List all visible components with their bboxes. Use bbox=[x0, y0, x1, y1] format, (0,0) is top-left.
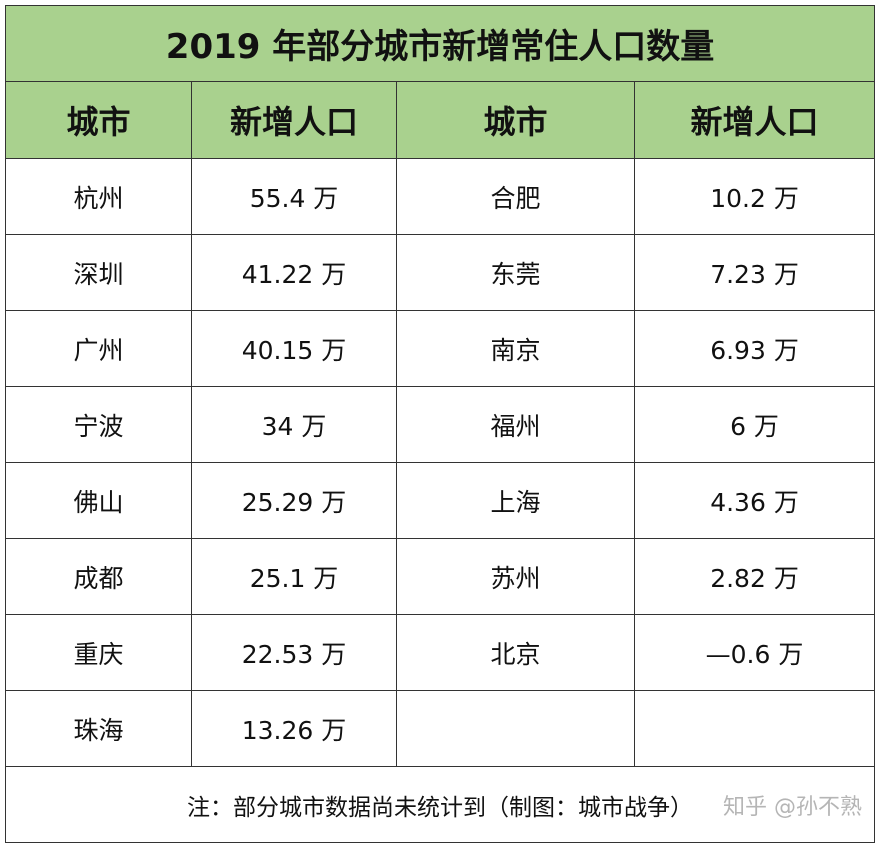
value-cell: 4.36 万 bbox=[633, 462, 876, 539]
city-cell bbox=[396, 690, 635, 767]
table-row: 深圳 41.22 万 东莞 7.23 万 bbox=[5, 234, 876, 311]
city-cell: 东莞 bbox=[396, 234, 635, 311]
column-header-city-1: 城市 bbox=[5, 81, 192, 159]
note-cell: 注：部分城市数据尚未统计到（制图：城市战争） 知乎 @孙不熟 bbox=[4, 766, 876, 843]
header-row: 城市 新增人口 城市 新增人口 bbox=[5, 81, 876, 159]
city-cell: 杭州 bbox=[5, 158, 192, 235]
table-row: 杭州 55.4 万 合肥 10.2 万 bbox=[5, 158, 876, 235]
city-cell: 宁波 bbox=[5, 386, 192, 463]
table-row: 成都 25.1 万 苏州 2.82 万 bbox=[5, 538, 876, 615]
value-cell: 34 万 bbox=[191, 386, 397, 463]
table-container: 2019 年部分城市新增常住人口数量 城市 新增人口 城市 新增人口 杭州 55… bbox=[4, 5, 876, 843]
table-row: 珠海 13.26 万 bbox=[5, 690, 876, 767]
value-cell: 7.23 万 bbox=[633, 234, 876, 311]
column-header-increase-1: 新增人口 bbox=[191, 81, 397, 159]
table-row: 佛山 25.29 万 上海 4.36 万 bbox=[5, 462, 876, 539]
city-cell: 南京 bbox=[396, 310, 635, 387]
value-cell bbox=[633, 690, 876, 767]
table-row: 宁波 34 万 福州 6 万 bbox=[5, 386, 876, 463]
city-cell: 上海 bbox=[396, 462, 635, 539]
value-cell: 2.82 万 bbox=[633, 538, 876, 615]
city-cell: 佛山 bbox=[5, 462, 192, 539]
city-cell: 北京 bbox=[396, 614, 635, 691]
watermark: 知乎 @孙不熟 bbox=[723, 794, 863, 820]
city-cell: 广州 bbox=[5, 310, 192, 387]
city-cell: 深圳 bbox=[5, 234, 192, 311]
table-note: 注：部分城市数据尚未统计到（制图：城市战争） bbox=[187, 794, 694, 821]
value-cell: 10.2 万 bbox=[633, 158, 876, 235]
table-row: 广州 40.15 万 南京 6.93 万 bbox=[5, 310, 876, 387]
value-cell: 6 万 bbox=[633, 386, 876, 463]
value-cell: —0.6 万 bbox=[633, 614, 876, 691]
value-cell: 25.1 万 bbox=[191, 538, 397, 615]
city-cell: 成都 bbox=[5, 538, 192, 615]
value-cell: 13.26 万 bbox=[191, 690, 397, 767]
title-row: 2019 年部分城市新增常住人口数量 bbox=[4, 5, 876, 82]
city-cell: 合肥 bbox=[396, 158, 635, 235]
city-cell: 珠海 bbox=[5, 690, 192, 767]
population-table: 2019 年部分城市新增常住人口数量 城市 新增人口 城市 新增人口 杭州 55… bbox=[4, 5, 876, 843]
column-header-increase-2: 新增人口 bbox=[633, 81, 876, 159]
value-cell: 25.29 万 bbox=[191, 462, 397, 539]
value-cell: 6.93 万 bbox=[633, 310, 876, 387]
value-cell: 40.15 万 bbox=[191, 310, 397, 387]
value-cell: 41.22 万 bbox=[191, 234, 397, 311]
city-cell: 苏州 bbox=[396, 538, 635, 615]
column-header-city-2: 城市 bbox=[396, 81, 635, 159]
city-cell: 重庆 bbox=[5, 614, 192, 691]
value-cell: 22.53 万 bbox=[191, 614, 397, 691]
note-row: 注：部分城市数据尚未统计到（制图：城市战争） 知乎 @孙不熟 bbox=[4, 766, 876, 843]
table-row: 重庆 22.53 万 北京 —0.6 万 bbox=[5, 614, 876, 691]
city-cell: 福州 bbox=[396, 386, 635, 463]
value-cell: 55.4 万 bbox=[191, 158, 397, 235]
table-title: 2019 年部分城市新增常住人口数量 bbox=[4, 5, 876, 82]
